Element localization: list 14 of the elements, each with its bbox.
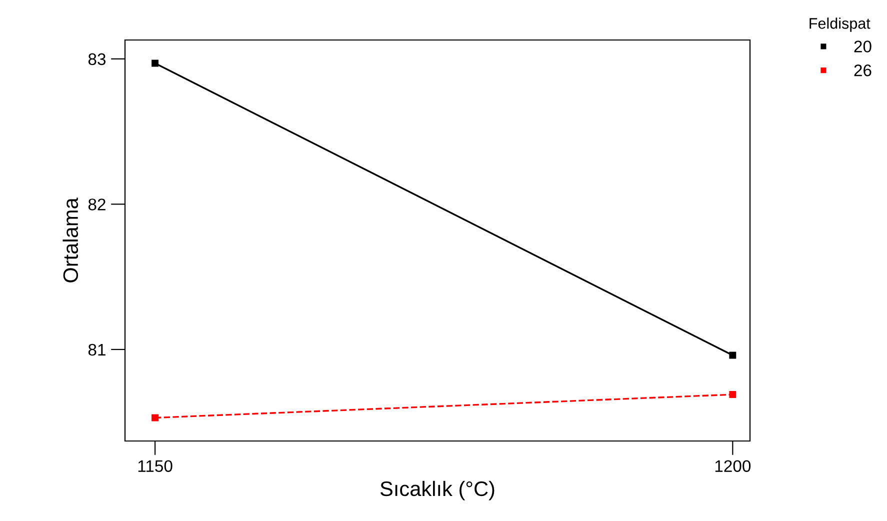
- x-axis-title: Sıcaklık (°C): [380, 480, 494, 500]
- x-tick-label: 1200: [715, 460, 751, 472]
- y-tick-label: 82: [88, 198, 106, 210]
- point: [152, 414, 159, 422]
- legend-label: 26: [854, 64, 872, 76]
- legend-label: 20: [854, 40, 872, 52]
- y-tick-label: 83: [88, 53, 106, 66]
- legend-title: Feldispat: [810, 18, 870, 32]
- point: [729, 391, 736, 398]
- y-tick-label: 81: [88, 344, 106, 356]
- x-tick-label: 1150: [138, 460, 172, 472]
- point: [729, 352, 736, 359]
- point: [152, 60, 159, 67]
- y-axis-title: Ortalama: [62, 198, 78, 282]
